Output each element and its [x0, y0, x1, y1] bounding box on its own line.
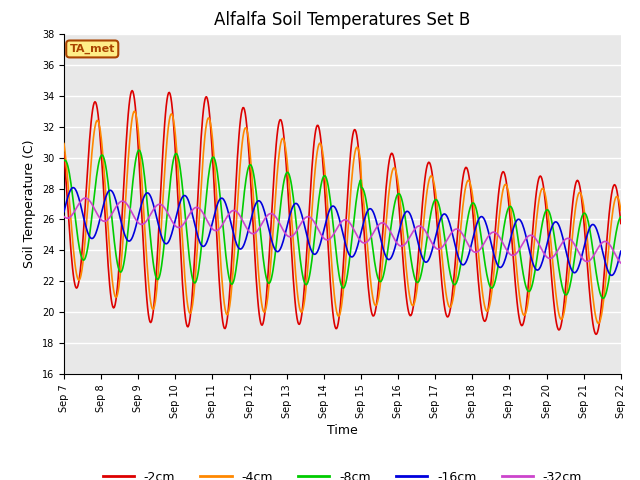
X-axis label: Time: Time — [327, 424, 358, 437]
Y-axis label: Soil Temperature (C): Soil Temperature (C) — [23, 140, 36, 268]
Text: TA_met: TA_met — [70, 44, 115, 54]
Legend: -2cm, -4cm, -8cm, -16cm, -32cm: -2cm, -4cm, -8cm, -16cm, -32cm — [97, 466, 588, 480]
Title: Alfalfa Soil Temperatures Set B: Alfalfa Soil Temperatures Set B — [214, 11, 470, 29]
